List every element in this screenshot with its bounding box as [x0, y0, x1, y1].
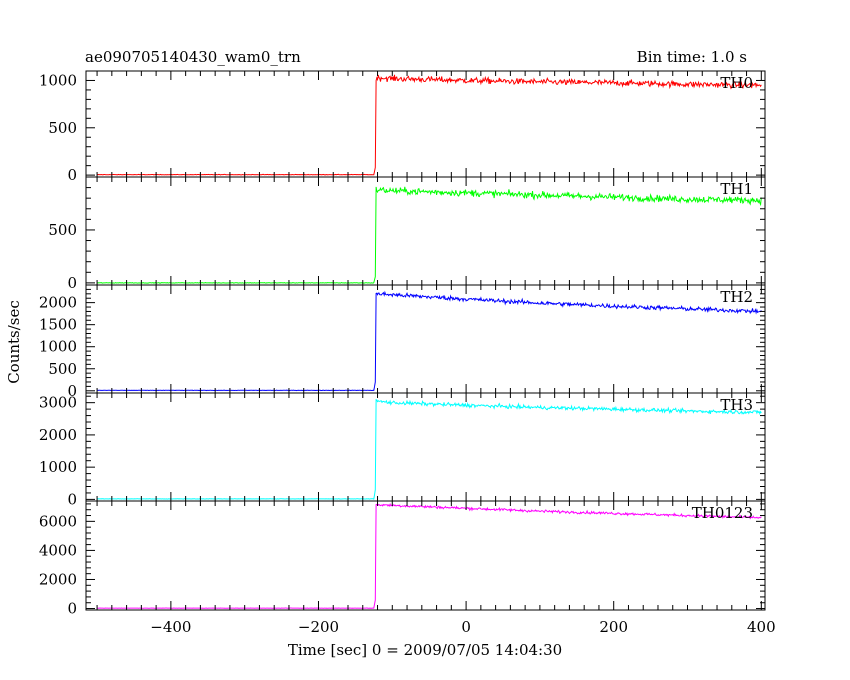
y-tick-label-th3: 3000 — [39, 394, 77, 412]
y-tick-label-th0: 0 — [67, 166, 77, 184]
y-tick-label-th2: 0 — [67, 382, 77, 400]
series-line-th1 — [97, 186, 762, 284]
panel-label-th0123: TH0123 — [692, 504, 753, 522]
y-tick-label-th0: 500 — [48, 119, 77, 137]
x-tick-label: 400 — [747, 618, 776, 636]
y-tick-label-th0123: 4000 — [39, 541, 77, 559]
y-tick-label-th0123: 0 — [67, 600, 77, 618]
y-tick-label-th2: 2000 — [39, 294, 77, 312]
series-line-th0123 — [97, 502, 762, 609]
panel-frame-th2 — [85, 284, 766, 394]
y-tick-label-th2: 500 — [48, 360, 77, 378]
bin-time-label: Bin time: 1.0 s — [637, 48, 747, 66]
panel-frame-th0123 — [85, 500, 766, 611]
x-tick-label: 0 — [461, 618, 471, 636]
panel-label-th1: TH1 — [720, 180, 753, 198]
series-line-th0 — [97, 74, 762, 176]
panel-label-th0: TH0 — [720, 74, 753, 92]
x-axis-label: Time [sec] 0 = 2009/07/05 14:04:30 — [288, 641, 562, 659]
series-line-th3 — [97, 398, 762, 500]
x-tick-label: −400 — [150, 618, 191, 636]
y-tick-label-th0: 1000 — [39, 71, 77, 89]
x-tick-label: 200 — [599, 618, 628, 636]
y-tick-label-th0123: 6000 — [39, 512, 77, 530]
series-line-th2 — [97, 290, 762, 392]
y-tick-label-th2: 1500 — [39, 316, 77, 334]
y-tick-label-th1: 500 — [48, 221, 77, 239]
y-tick-label-th3: 0 — [67, 490, 77, 508]
x-tick-label: −200 — [298, 618, 339, 636]
y-tick-label-th0123: 2000 — [39, 570, 77, 588]
panel-label-th3: TH3 — [720, 396, 753, 414]
y-tick-label-th3: 2000 — [39, 426, 77, 444]
panel-frame-th1 — [85, 176, 766, 286]
y-axis-label: Counts/sec — [5, 300, 23, 384]
panel-label-th2: TH2 — [720, 288, 753, 306]
y-tick-label-th1: 0 — [67, 274, 77, 292]
y-tick-label-th2: 1000 — [39, 338, 77, 356]
y-tick-label-th3: 1000 — [39, 458, 77, 476]
chart-title: ae090705140430_wam0_trn — [85, 48, 301, 66]
